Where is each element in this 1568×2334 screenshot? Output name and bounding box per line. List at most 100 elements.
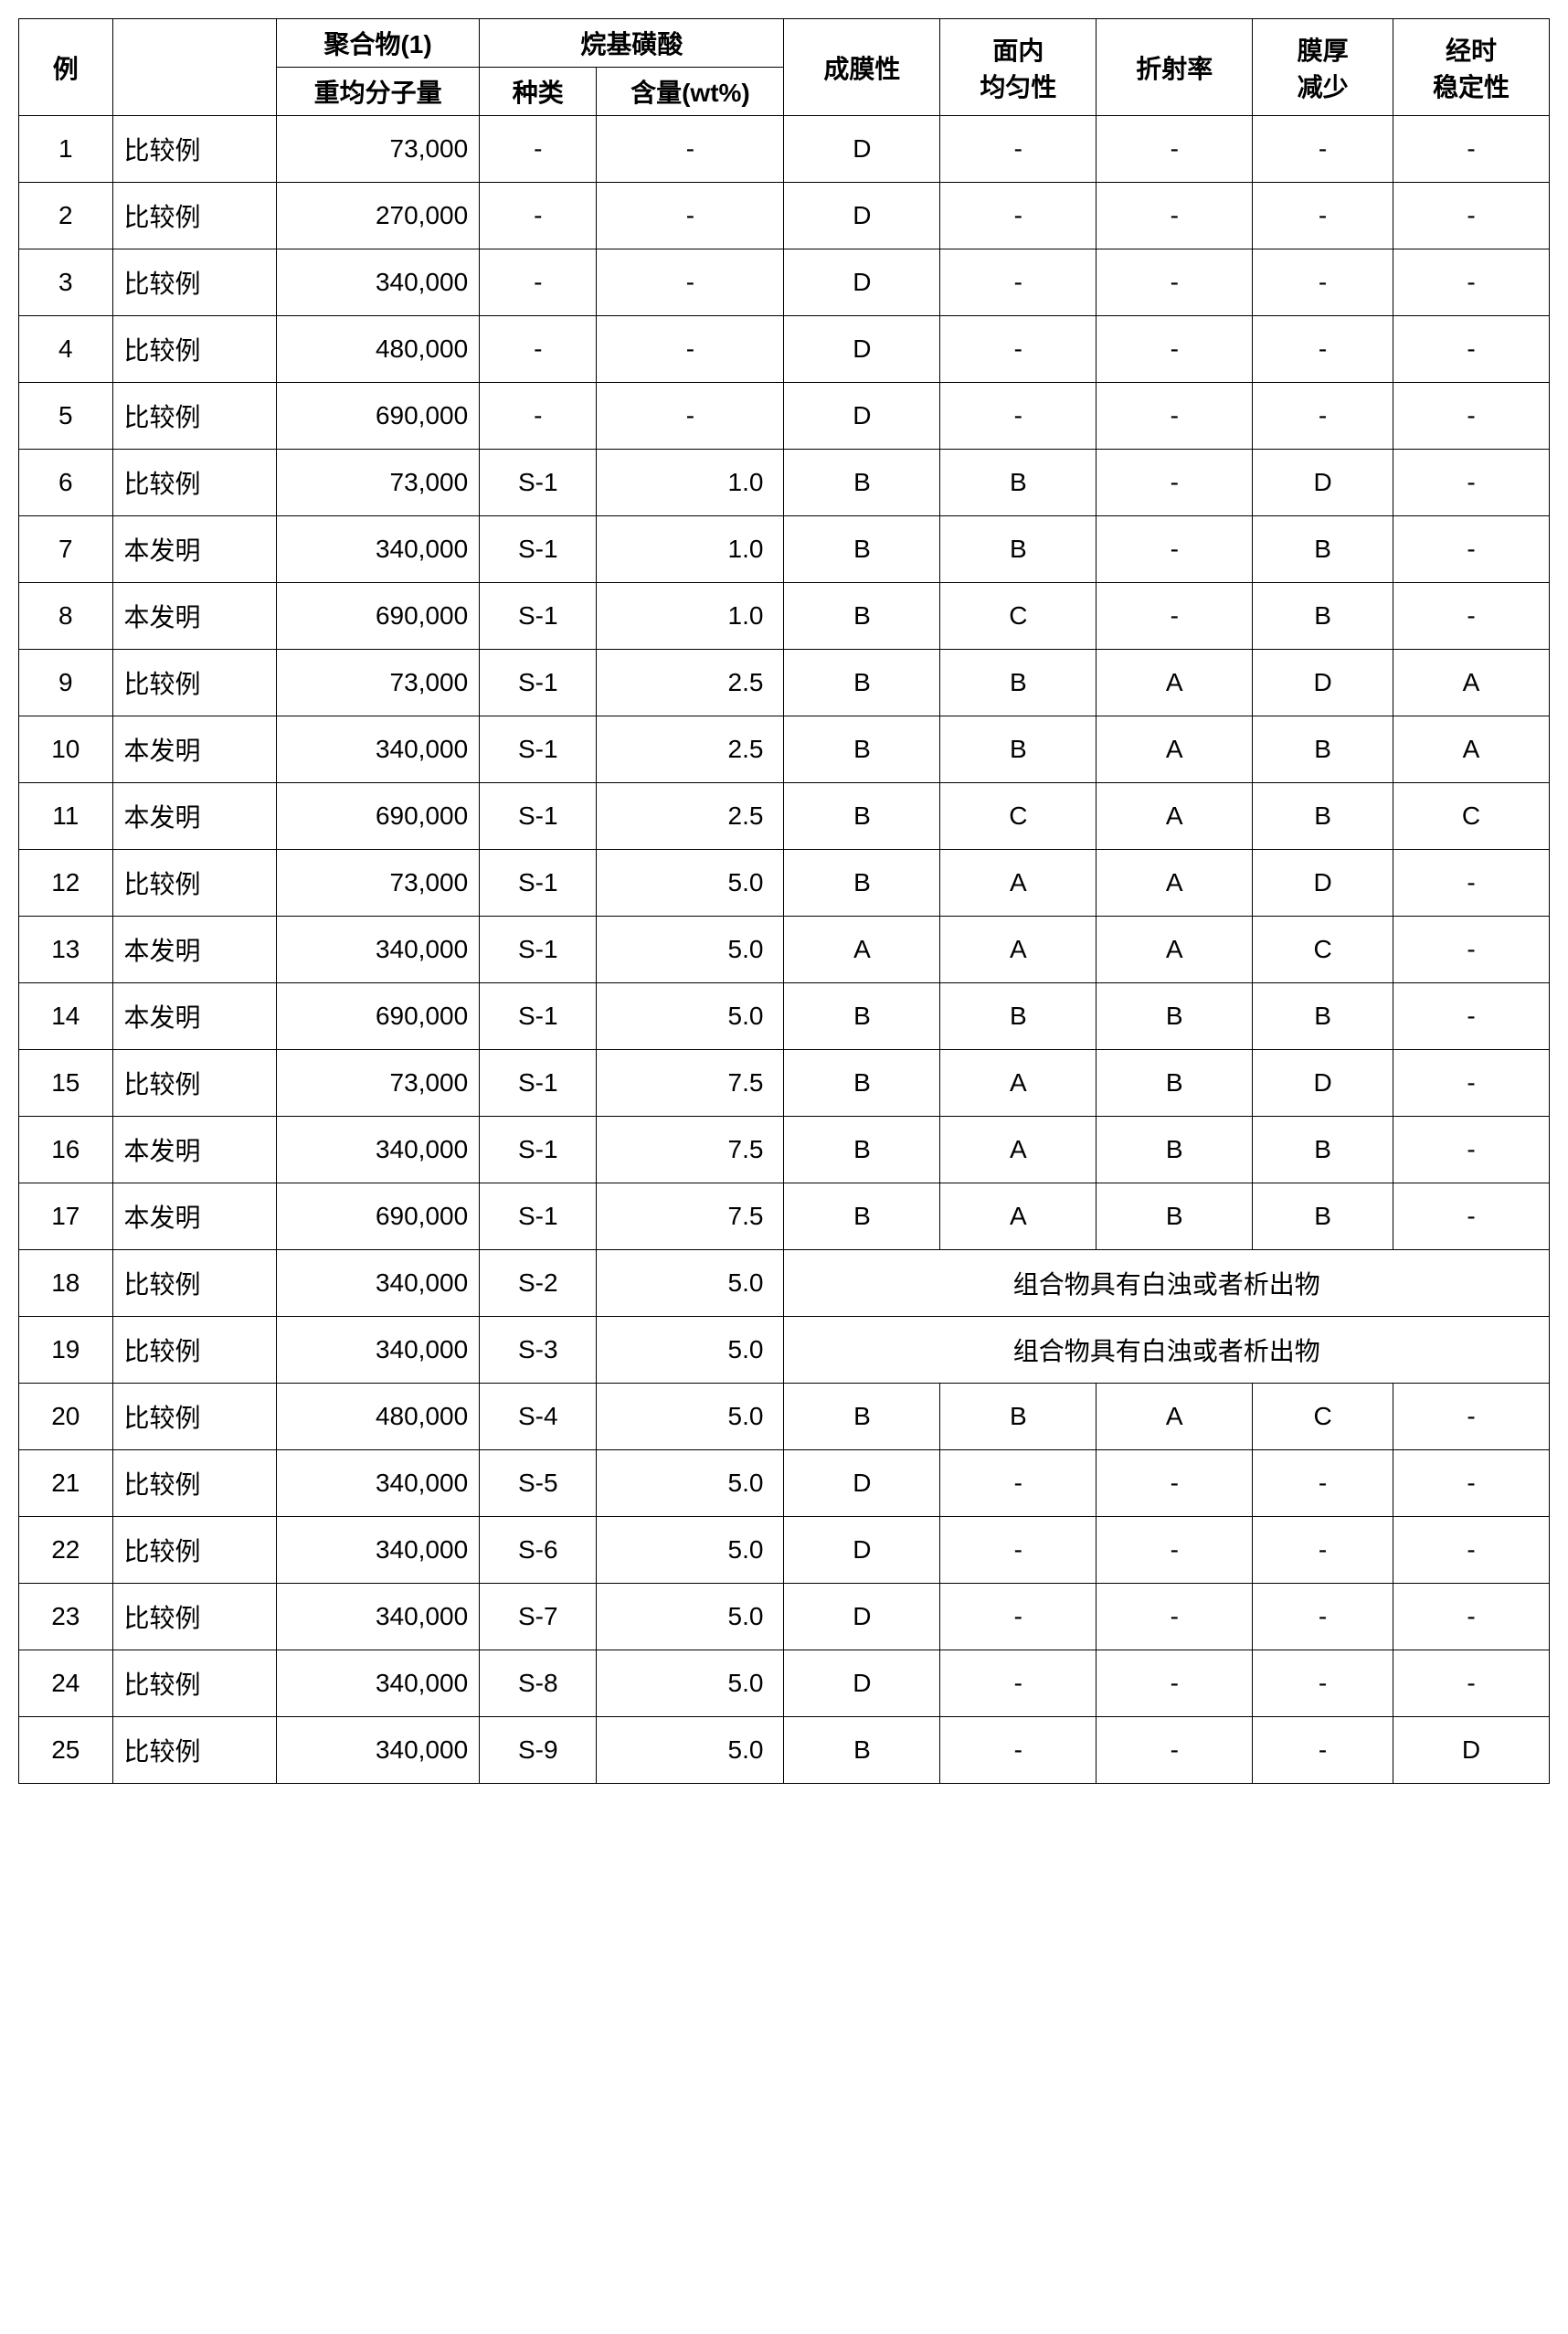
cell-species: S-1 [480, 850, 597, 917]
cell-c5: B [784, 650, 940, 716]
cell-c8: B [1253, 1117, 1393, 1183]
cell-no: 7 [19, 516, 113, 583]
cell-c8: B [1253, 1183, 1393, 1250]
table-row: 24比较例340,000S-85.0D---- [19, 1650, 1550, 1717]
hdr-c9-l1: 经时 [1446, 37, 1497, 65]
cell-wt: 5.0 [597, 1717, 784, 1784]
cell-species: S-1 [480, 783, 597, 850]
cell-no: 3 [19, 249, 113, 316]
table-row: 10本发明340,000S-12.5BBABA [19, 716, 1550, 783]
cell-wt: 5.0 [597, 1250, 784, 1317]
cell-type: 比较例 [112, 249, 276, 316]
cell-c7: - [1097, 1584, 1253, 1650]
cell-c7: - [1097, 316, 1253, 383]
cell-c8: - [1253, 1650, 1393, 1717]
cell-wt: 5.0 [597, 1317, 784, 1384]
cell-no: 12 [19, 850, 113, 917]
cell-c9: D [1393, 1717, 1550, 1784]
cell-c9: C [1393, 783, 1550, 850]
cell-c5: D [784, 1650, 940, 1717]
cell-c7: - [1097, 1717, 1253, 1784]
cell-wt: 5.0 [597, 983, 784, 1050]
cell-mw: 690,000 [277, 383, 480, 450]
cell-c7: - [1097, 116, 1253, 183]
cell-c6: A [940, 917, 1097, 983]
cell-c7: - [1097, 1450, 1253, 1517]
cell-wt: 2.5 [597, 783, 784, 850]
cell-c5: B [784, 450, 940, 516]
cell-c9: - [1393, 383, 1550, 450]
cell-wt: 5.0 [597, 1584, 784, 1650]
cell-c8: - [1253, 316, 1393, 383]
cell-no: 25 [19, 1717, 113, 1784]
cell-c6: B [940, 516, 1097, 583]
cell-c9: - [1393, 583, 1550, 650]
cell-no: 22 [19, 1517, 113, 1584]
table-row: 23比较例340,000S-75.0D---- [19, 1584, 1550, 1650]
table-row: 7本发明340,000S-11.0BB-B- [19, 516, 1550, 583]
table-row: 13本发明340,000S-15.0AAAC- [19, 917, 1550, 983]
cell-wt: 2.5 [597, 716, 784, 783]
cell-c7: - [1097, 383, 1253, 450]
cell-c8: - [1253, 1584, 1393, 1650]
cell-mw: 340,000 [277, 1517, 480, 1584]
cell-c8: C [1253, 917, 1393, 983]
cell-species: S-1 [480, 917, 597, 983]
cell-type: 本发明 [112, 983, 276, 1050]
cell-c6: A [940, 850, 1097, 917]
cell-type: 本发明 [112, 716, 276, 783]
cell-c8: C [1253, 1384, 1393, 1450]
cell-wt: 7.5 [597, 1117, 784, 1183]
cell-c6: - [940, 1450, 1097, 1517]
cell-c9: - [1393, 1650, 1550, 1717]
cell-wt: - [597, 316, 784, 383]
cell-type: 本发明 [112, 917, 276, 983]
cell-species: S-1 [480, 450, 597, 516]
cell-mw: 73,000 [277, 116, 480, 183]
hdr-species: 种类 [480, 68, 597, 116]
cell-c7: A [1097, 1384, 1253, 1450]
cell-c9: A [1393, 716, 1550, 783]
table-row: 1比较例73,000--D---- [19, 116, 1550, 183]
cell-wt: - [597, 249, 784, 316]
cell-c8: B [1253, 783, 1393, 850]
cell-c8: B [1253, 983, 1393, 1050]
cell-no: 2 [19, 183, 113, 249]
cell-species: S-9 [480, 1717, 597, 1784]
cell-no: 24 [19, 1650, 113, 1717]
cell-c7: - [1097, 1650, 1253, 1717]
cell-c9: - [1393, 1450, 1550, 1517]
cell-type: 本发明 [112, 1183, 276, 1250]
cell-c9: - [1393, 516, 1550, 583]
cell-wt: 5.0 [597, 1517, 784, 1584]
cell-c8: B [1253, 583, 1393, 650]
cell-c8: - [1253, 1717, 1393, 1784]
cell-c7: A [1097, 783, 1253, 850]
table-row: 21比较例340,000S-55.0D---- [19, 1450, 1550, 1517]
table-row: 22比较例340,000S-65.0D---- [19, 1517, 1550, 1584]
cell-mw: 690,000 [277, 1183, 480, 1250]
cell-type: 比较例 [112, 1250, 276, 1317]
cell-mw: 340,000 [277, 1250, 480, 1317]
table-header: 例 聚合物(1) 烷基磺酸 成膜性 面内均匀性 折射率 膜厚减少 经时稳定性 重… [19, 19, 1550, 116]
cell-mw: 690,000 [277, 783, 480, 850]
cell-c9: - [1393, 1183, 1550, 1250]
cell-c6: - [940, 183, 1097, 249]
cell-no: 8 [19, 583, 113, 650]
cell-no: 13 [19, 917, 113, 983]
cell-mw: 690,000 [277, 583, 480, 650]
hdr-c6-l1: 面内 [992, 37, 1044, 65]
cell-type: 比较例 [112, 650, 276, 716]
cell-c5: D [784, 249, 940, 316]
table-row: 19比较例340,000S-35.0组合物具有白浊或者析出物 [19, 1317, 1550, 1384]
cell-c7: - [1097, 249, 1253, 316]
cell-c6: A [940, 1183, 1097, 1250]
cell-c7: B [1097, 1183, 1253, 1250]
cell-type: 比较例 [112, 1584, 276, 1650]
cell-c5: A [784, 917, 940, 983]
cell-type: 比较例 [112, 383, 276, 450]
cell-species: S-1 [480, 1050, 597, 1117]
cell-type: 比较例 [112, 183, 276, 249]
cell-mw: 340,000 [277, 716, 480, 783]
cell-type: 比较例 [112, 316, 276, 383]
